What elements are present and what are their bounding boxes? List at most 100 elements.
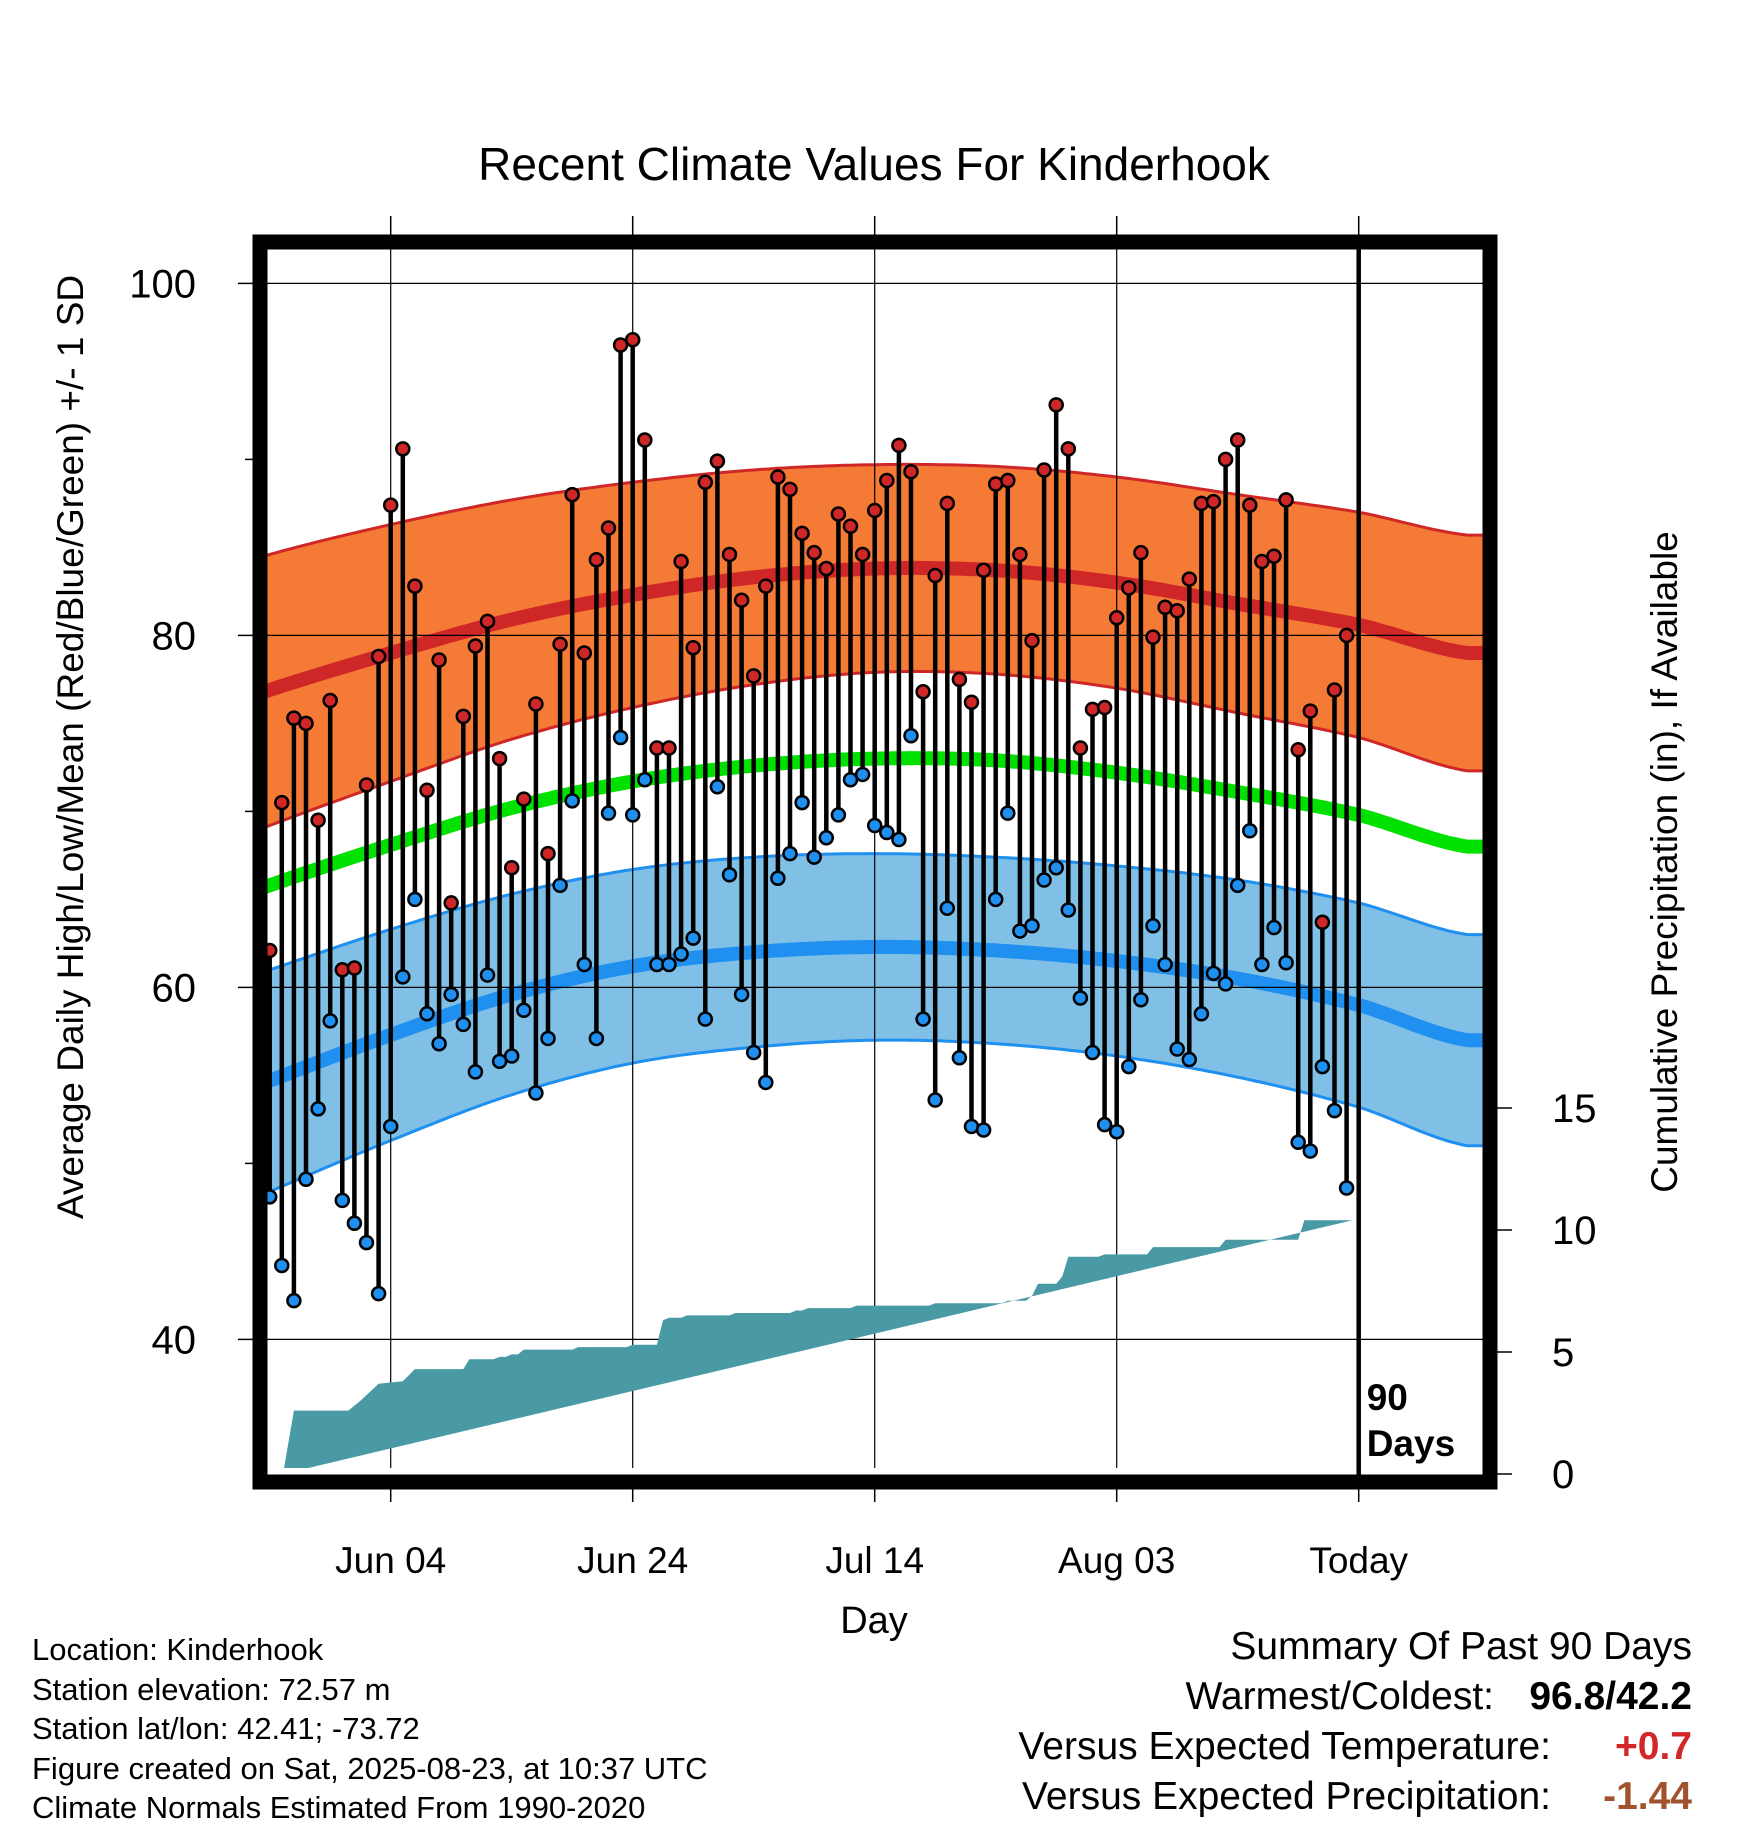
daily-high-point bbox=[1302, 703, 1319, 719]
precip-departure-label: Versus Expected Precipitation: bbox=[1022, 1775, 1551, 1818]
daily-high-point bbox=[382, 497, 399, 513]
daily-low-point bbox=[1157, 956, 1173, 973]
normals-text: Climate Normals Estimated From 1990-2020 bbox=[32, 1790, 646, 1825]
daily-high-point bbox=[274, 794, 290, 811]
daily-low-point bbox=[516, 1002, 532, 1019]
grid-lines bbox=[266, 248, 1484, 1468]
daily-low-point bbox=[794, 794, 810, 811]
daily-low-point bbox=[733, 986, 750, 1003]
daily-low-point bbox=[661, 956, 677, 973]
daily-high-point bbox=[1242, 497, 1258, 513]
daily-low-point bbox=[310, 1101, 326, 1117]
daily-low-point bbox=[322, 1013, 338, 1029]
daily-high-point bbox=[1181, 571, 1198, 587]
daily-low-point bbox=[576, 956, 593, 973]
daily-high-point bbox=[1338, 627, 1355, 644]
daily-high-point bbox=[455, 708, 472, 725]
daily-low-point bbox=[879, 824, 895, 841]
daily-high-point bbox=[588, 551, 605, 568]
daily-high-point bbox=[334, 962, 351, 978]
x-tick-label: Today bbox=[1309, 1540, 1408, 1581]
warmest-coldest-label: Warmest/Coldest: bbox=[1185, 1675, 1494, 1718]
y-tick-label: 100 bbox=[129, 262, 196, 306]
daily-high-point bbox=[1060, 441, 1077, 457]
daily-high-point bbox=[346, 960, 363, 976]
daily-low-point bbox=[1048, 859, 1064, 876]
daily-high-point bbox=[637, 432, 653, 448]
daily-low-point bbox=[987, 891, 1004, 908]
daily-low-point bbox=[975, 1122, 992, 1138]
daily-high-point bbox=[1036, 462, 1052, 478]
daily-low-point bbox=[891, 831, 907, 848]
daily-low-point bbox=[370, 1285, 387, 1302]
summary-warmest-coldest-row: Warmest/Coldest: 96.8/42.2 bbox=[1018, 1672, 1692, 1722]
daily-low-point bbox=[274, 1257, 290, 1274]
plot-area bbox=[260, 248, 1490, 1468]
created-text: Figure created on Sat, 2025-08-23, at 10… bbox=[32, 1750, 708, 1786]
daily-low-point bbox=[1242, 823, 1258, 839]
daily-high-point bbox=[806, 544, 822, 561]
daily-low-point bbox=[1145, 918, 1161, 934]
daily-low-point bbox=[395, 969, 411, 985]
low-band-lower-edge bbox=[260, 1038, 1490, 1198]
chart-title: Recent Climate Values For Kinderhook bbox=[478, 138, 1271, 190]
daily-high-point bbox=[491, 750, 508, 767]
daily-high-point bbox=[1205, 493, 1222, 510]
daily-high-point bbox=[1133, 544, 1149, 561]
y-axis-label: Average Daily High/Low/Mean (Red/Blue/Gr… bbox=[50, 275, 91, 1219]
daily-high-point bbox=[467, 638, 484, 654]
daily-high-point bbox=[479, 613, 496, 630]
daily-low-point bbox=[552, 877, 568, 894]
daily-high-point bbox=[818, 560, 835, 577]
y2-tick-label: 15 bbox=[1552, 1087, 1597, 1131]
daily-high-point bbox=[903, 463, 919, 480]
daily-high-point bbox=[1000, 472, 1016, 489]
daily-low-point bbox=[503, 1048, 520, 1064]
daily-high-point bbox=[443, 895, 459, 911]
daily-high-point bbox=[915, 683, 931, 700]
today-days-number: 90 bbox=[1367, 1377, 1408, 1418]
daily-low-point bbox=[939, 900, 956, 916]
daily-low-point bbox=[1217, 976, 1234, 992]
daily-high-point bbox=[1217, 451, 1234, 468]
daily-high-point bbox=[879, 472, 895, 489]
daily-low-point bbox=[818, 830, 835, 846]
daily-high-point bbox=[1024, 632, 1040, 649]
daily-high-point bbox=[1169, 603, 1185, 619]
daily-low-point bbox=[1290, 1134, 1306, 1151]
daily-low-point bbox=[286, 1292, 302, 1309]
daily-low-point bbox=[903, 727, 919, 744]
daily-high-point bbox=[697, 474, 714, 491]
daily-low-point bbox=[1193, 1006, 1210, 1022]
daily-low-point bbox=[770, 870, 786, 887]
daily-high-point bbox=[370, 648, 387, 665]
daily-high-point bbox=[1326, 682, 1343, 698]
location-text: Location: Kinderhook bbox=[32, 1632, 324, 1667]
daily-low-point bbox=[927, 1092, 943, 1108]
daily-high-point bbox=[733, 592, 750, 608]
precip-departure-value: -1.44 bbox=[1603, 1775, 1692, 1818]
daily-low-point bbox=[1338, 1180, 1355, 1196]
daily-low-point bbox=[1096, 1116, 1113, 1133]
daily-low-point bbox=[298, 1171, 314, 1187]
daily-high-point bbox=[951, 671, 968, 688]
daily-low-point bbox=[358, 1234, 375, 1251]
daily-high-point bbox=[963, 694, 980, 711]
station-info: Location: Kinderhook Station elevation: … bbox=[32, 1630, 708, 1828]
daily-high-point bbox=[1229, 432, 1246, 448]
daily-high-point bbox=[1314, 914, 1331, 931]
daily-low-point bbox=[685, 930, 701, 946]
daily-high-point bbox=[1048, 397, 1064, 413]
daily-high-point bbox=[552, 636, 568, 652]
daily-high-point bbox=[661, 740, 677, 756]
latlon-text: Station lat/lon: 42.41; -73.72 bbox=[32, 1711, 420, 1746]
daily-high-point bbox=[1096, 699, 1113, 716]
daily-low-point bbox=[431, 1035, 447, 1052]
daily-low-point bbox=[637, 771, 653, 788]
daily-low-point bbox=[1072, 990, 1089, 1006]
axes: 40 60 80 100 Jun 04 Jun 24 Jul 14 Aug 03 Today 0 5… bbox=[129, 216, 1597, 1581]
summary-precip-row: Versus Expected Precipitation: -1.44 bbox=[1018, 1772, 1692, 1822]
daily-low-point bbox=[382, 1118, 399, 1135]
x-tick-label: Aug 03 bbox=[1058, 1540, 1175, 1581]
